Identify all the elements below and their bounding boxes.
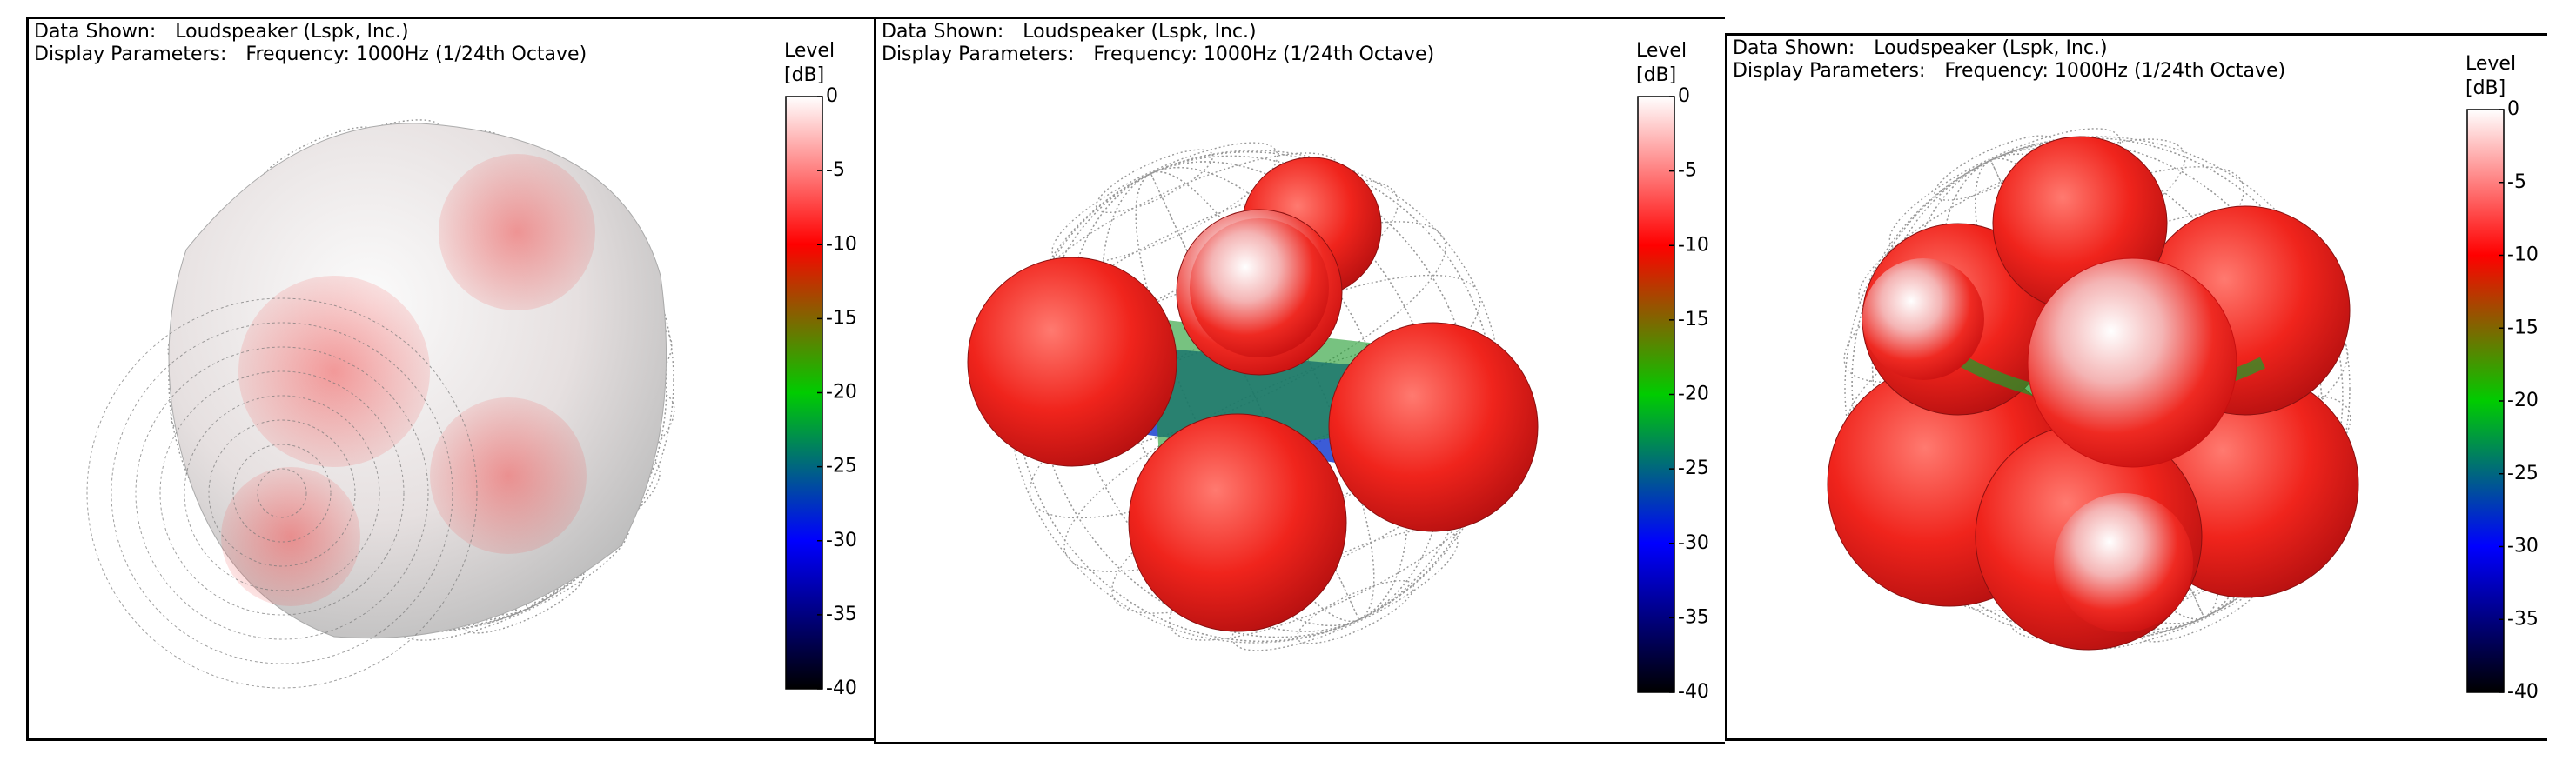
header-line: Display Parameters: Frequency: 1000Hz (1/…	[34, 43, 587, 65]
lobe-highlight	[2027, 257, 2237, 468]
colorbar-tick-label: -30	[826, 530, 857, 551]
colorbar-title: Level	[2465, 53, 2516, 75]
colorbar-tick-label: -25	[1678, 457, 1709, 479]
balloon	[1827, 136, 2359, 651]
colorbar-title: Level	[784, 40, 835, 62]
colorbar-tick-label: -40	[2507, 681, 2539, 703]
header-line: Data Shown: Loudspeaker (Lspk, Inc.)	[34, 21, 409, 43]
header-label: Display Parameters:	[34, 43, 227, 65]
colorbar-tick-label: -15	[2507, 317, 2539, 338]
colorbar-tick-label: -20	[2507, 390, 2539, 411]
colorbar-tick-label: -40	[1678, 681, 1709, 703]
plot-panel: Level [dB] 0 -5 -10 -15 -20 -25 -30 -35 -40 Data Sh…	[874, 17, 1725, 744]
colorbar-unit: [dB]	[1636, 64, 1676, 86]
header-value: Loudspeaker (Lspk, Inc.)	[1874, 37, 2108, 59]
colorbar-tick-label: -5	[1678, 160, 1697, 182]
surface-ring	[257, 468, 307, 518]
colorbar-tick-label: -40	[826, 678, 857, 699]
balloon	[168, 123, 667, 639]
plot-panel: Level [dB] 0 -5 -10 -15 -20 -25 -30 -35 -40 Data Sh…	[1725, 33, 2547, 741]
colorbar-tick-label: -35	[2507, 608, 2539, 630]
lobe	[967, 257, 1177, 467]
colorbar-tick-label: 0	[826, 85, 838, 107]
colorbar	[2466, 109, 2505, 693]
colorbar	[1637, 96, 1675, 693]
surface-grid	[86, 297, 478, 689]
colorbar-tick-label: -30	[1678, 532, 1709, 554]
hot-spot	[221, 467, 360, 606]
header-label: Display Parameters:	[1733, 60, 1926, 82]
colorbar-tick-label: -15	[1678, 309, 1709, 330]
lobe	[1128, 413, 1347, 632]
header-line: Data Shown: Loudspeaker (Lspk, Inc.)	[1733, 37, 2108, 59]
wire-parallel	[1843, 166, 2244, 384]
balloon-plot: Level[dB]0 -5 -10 -15 -20 -25 -30 -35 -40	[86, 40, 857, 699]
colorbar-tick-label: -10	[1678, 234, 1709, 256]
wire-parallel	[1858, 138, 2186, 316]
hot-spot	[238, 276, 430, 467]
header-value: Loudspeaker (Lspk, Inc.)	[1023, 21, 1257, 43]
colorbar-tick-label: -10	[826, 233, 857, 255]
wire-parallel	[225, 318, 673, 560]
header-value: Frequency: 1000Hz (1/24th Octave)	[245, 43, 587, 65]
balloon	[967, 157, 1539, 632]
surface-ring	[86, 297, 478, 689]
lobe-highlight	[2054, 493, 2193, 632]
colorbar-unit: [dB]	[784, 64, 824, 86]
header-value: Loudspeaker (Lspk, Inc.)	[175, 21, 409, 43]
colorbar-tick-label: -5	[826, 159, 845, 181]
colorbar-unit: [dB]	[2465, 77, 2506, 99]
hot-spot	[439, 154, 595, 310]
header-label: Data Shown:	[34, 21, 157, 43]
colorbar-tick-label: -25	[826, 456, 857, 477]
colorbar-tick-label: -15	[826, 307, 857, 329]
colorbar-tick-label: -35	[1678, 606, 1709, 628]
colorbar	[785, 96, 823, 690]
colorbar-tick-label: 0	[2507, 98, 2519, 120]
colorbar-tick-label: -20	[826, 382, 857, 404]
header-line: Display Parameters: Frequency: 1000Hz (1/…	[882, 43, 1434, 65]
balloon-plot: Level[dB]0 -5 -10 -15 -20 -25 -30 -35 -40	[967, 40, 1709, 703]
lobe-highlight	[1862, 258, 1984, 380]
header-line: Data Shown: Loudspeaker (Lspk, Inc.)	[882, 21, 1257, 43]
surface-ring	[111, 322, 453, 664]
colorbar-tick-label: -25	[2507, 463, 2539, 484]
colorbar-tick-label: -10	[2507, 244, 2539, 266]
surface-ring	[208, 419, 356, 567]
colorbar-tick-label: -30	[2507, 536, 2539, 557]
colorbar-tick-label: -20	[1678, 384, 1709, 405]
surface-ring	[232, 444, 332, 543]
header-label: Data Shown:	[1733, 37, 1855, 59]
surface-ring	[159, 370, 405, 616]
wire-parallel	[1901, 327, 2349, 569]
plot-panel: Level [dB] 0 -5 -10 -15 -20 -25 -30 -35 -40 Data Sh…	[26, 17, 874, 741]
surface-ring	[184, 395, 380, 591]
header-value: Frequency: 1000Hz (1/24th Octave)	[1093, 43, 1435, 65]
header-label: Display Parameters:	[882, 43, 1075, 65]
lobe	[1328, 322, 1539, 532]
header-label: Data Shown:	[882, 21, 1004, 43]
colorbar-title: Level	[1636, 40, 1687, 62]
colorbar-tick-label: 0	[1678, 85, 1690, 107]
hot-spot	[430, 397, 587, 554]
wire-parallel	[1029, 274, 1481, 519]
lobe-highlight	[1190, 218, 1329, 357]
wire-parallel	[1095, 149, 1214, 214]
header-line: Display Parameters: Frequency: 1000Hz (1/…	[1733, 60, 2285, 82]
balloon-plot: Level[dB]0 -5 -10 -15 -20 -25 -30 -35 -40	[1827, 53, 2539, 703]
colorbar-tick-label: -35	[826, 604, 857, 625]
surface-ring	[135, 346, 429, 640]
colorbar-tick-label: -5	[2507, 171, 2526, 193]
header-value: Frequency: 1000Hz (1/24th Octave)	[1944, 60, 2286, 82]
